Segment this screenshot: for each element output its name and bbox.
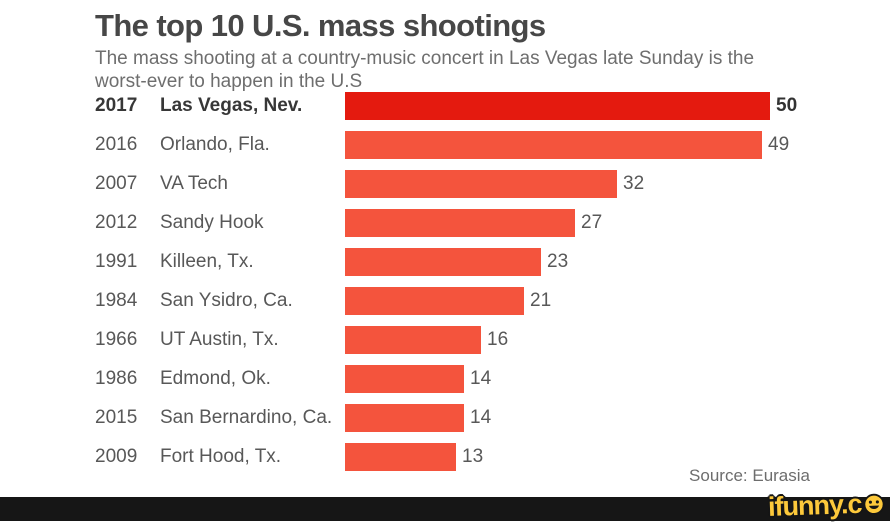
- chart-row: 1986 Edmond, Ok. 14: [95, 359, 797, 398]
- bar: [345, 325, 481, 354]
- chart-row: 1991 Killeen, Tx. 23: [95, 242, 797, 281]
- bar: [345, 364, 464, 393]
- chart-row: 1966 UT Austin, Tx. 16: [95, 320, 797, 359]
- chart-row: 2012 Sandy Hook 27: [95, 203, 797, 242]
- row-location-label: Edmond, Ok.: [160, 367, 271, 389]
- row-location-label: San Ysidro, Ca.: [160, 289, 293, 311]
- chart-title: The top 10 U.S. mass shootings: [95, 8, 546, 43]
- row-year-label: 1984: [95, 289, 138, 311]
- chart-row: 1984 San Ysidro, Ca. 21: [95, 281, 797, 320]
- row-year-label: 1991: [95, 250, 138, 272]
- row-year-label: 1966: [95, 328, 138, 350]
- row-value-label: 13: [462, 445, 484, 467]
- row-value-label: 23: [547, 250, 569, 272]
- bottom-black-bar: [0, 497, 890, 521]
- bar: [345, 208, 575, 237]
- row-value-label: 14: [470, 406, 492, 428]
- row-location-label: Sandy Hook: [160, 211, 264, 233]
- bar: [345, 130, 762, 159]
- row-location-label: VA Tech: [160, 172, 228, 194]
- row-value-label: 32: [623, 172, 645, 194]
- bar: [345, 442, 456, 471]
- row-year-label: 2017: [95, 94, 138, 116]
- row-year-label: 2016: [95, 133, 138, 155]
- row-value-label: 50: [776, 94, 798, 116]
- row-location-label: Orlando, Fla.: [160, 133, 270, 155]
- smiley-icon: [863, 493, 885, 515]
- chart-row: 2007 VA Tech 32: [95, 164, 797, 203]
- row-year-label: 2012: [95, 211, 138, 233]
- row-year-label: 1986: [95, 367, 138, 389]
- row-value-label: 16: [487, 328, 509, 350]
- bar: [345, 91, 770, 120]
- row-value-label: 21: [530, 289, 552, 311]
- chart-row: 2017 Las Vegas, Nev. 50: [95, 86, 797, 125]
- bar: [345, 286, 524, 315]
- row-value-label: 27: [581, 211, 603, 233]
- bar: [345, 403, 464, 432]
- row-location-label: San Bernardino, Ca.: [160, 406, 333, 428]
- row-location-label: UT Austin, Tx.: [160, 328, 279, 350]
- row-year-label: 2007: [95, 172, 138, 194]
- watermark-text: ifunny.c: [767, 488, 863, 523]
- row-value-label: 49: [768, 133, 790, 155]
- chart-row: 2016 Orlando, Fla. 49: [95, 125, 797, 164]
- chart-subtitle: The mass shooting at a country-music con…: [95, 48, 755, 92]
- ifunny-watermark: ifunny.c: [768, 488, 886, 523]
- chart-row: 2009 Fort Hood, Tx. 13: [95, 437, 797, 476]
- chart-row: 2015 San Bernardino, Ca. 14: [95, 398, 797, 437]
- row-location-label: Fort Hood, Tx.: [160, 445, 282, 467]
- row-year-label: 2015: [95, 406, 138, 428]
- bar: [345, 169, 617, 198]
- row-location-label: Killeen, Tx.: [160, 250, 254, 272]
- row-year-label: 2009: [95, 445, 138, 467]
- source-credit: Source: Eurasia: [689, 466, 810, 485]
- row-value-label: 14: [470, 367, 492, 389]
- bar-chart: 2017 Las Vegas, Nev. 50 2016 Orlando, Fl…: [95, 86, 797, 476]
- bar: [345, 247, 541, 276]
- row-location-label: Las Vegas, Nev.: [160, 94, 303, 116]
